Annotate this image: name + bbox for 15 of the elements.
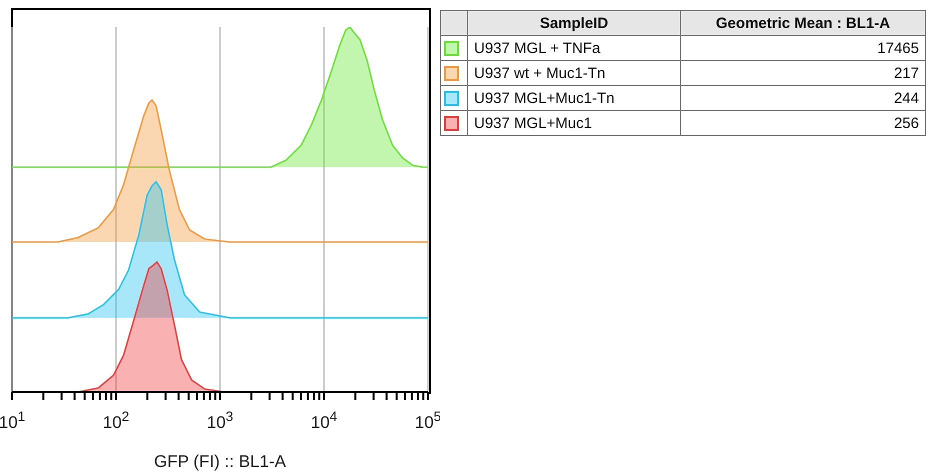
data-label: 217 xyxy=(680,60,926,86)
category-label: U937 MGL+Muc1 xyxy=(468,110,680,136)
x-tick-label: 10$^{4}$ xyxy=(310,408,338,432)
category-label: U937 MGL + TNFa xyxy=(468,36,680,60)
x-tick-label: 10$^{3}$ xyxy=(206,408,234,432)
text: SampleID xyxy=(468,10,680,36)
x-tick-label: 10$^{1}$ xyxy=(0,408,26,432)
x-tick-label: 10$^{2}$ xyxy=(102,408,130,432)
data-label: 244 xyxy=(680,86,926,110)
category-label: U937 MGL+Muc1-Tn xyxy=(468,86,680,110)
category-label: U937 wt + Muc1-Tn xyxy=(468,60,680,86)
x-axis-title: GFP (FI) :: BL1-A xyxy=(153,452,287,472)
text: Geometric Mean : BL1-A xyxy=(680,10,926,36)
data-label: 256 xyxy=(680,110,926,136)
data-label: 17465 xyxy=(680,36,926,60)
